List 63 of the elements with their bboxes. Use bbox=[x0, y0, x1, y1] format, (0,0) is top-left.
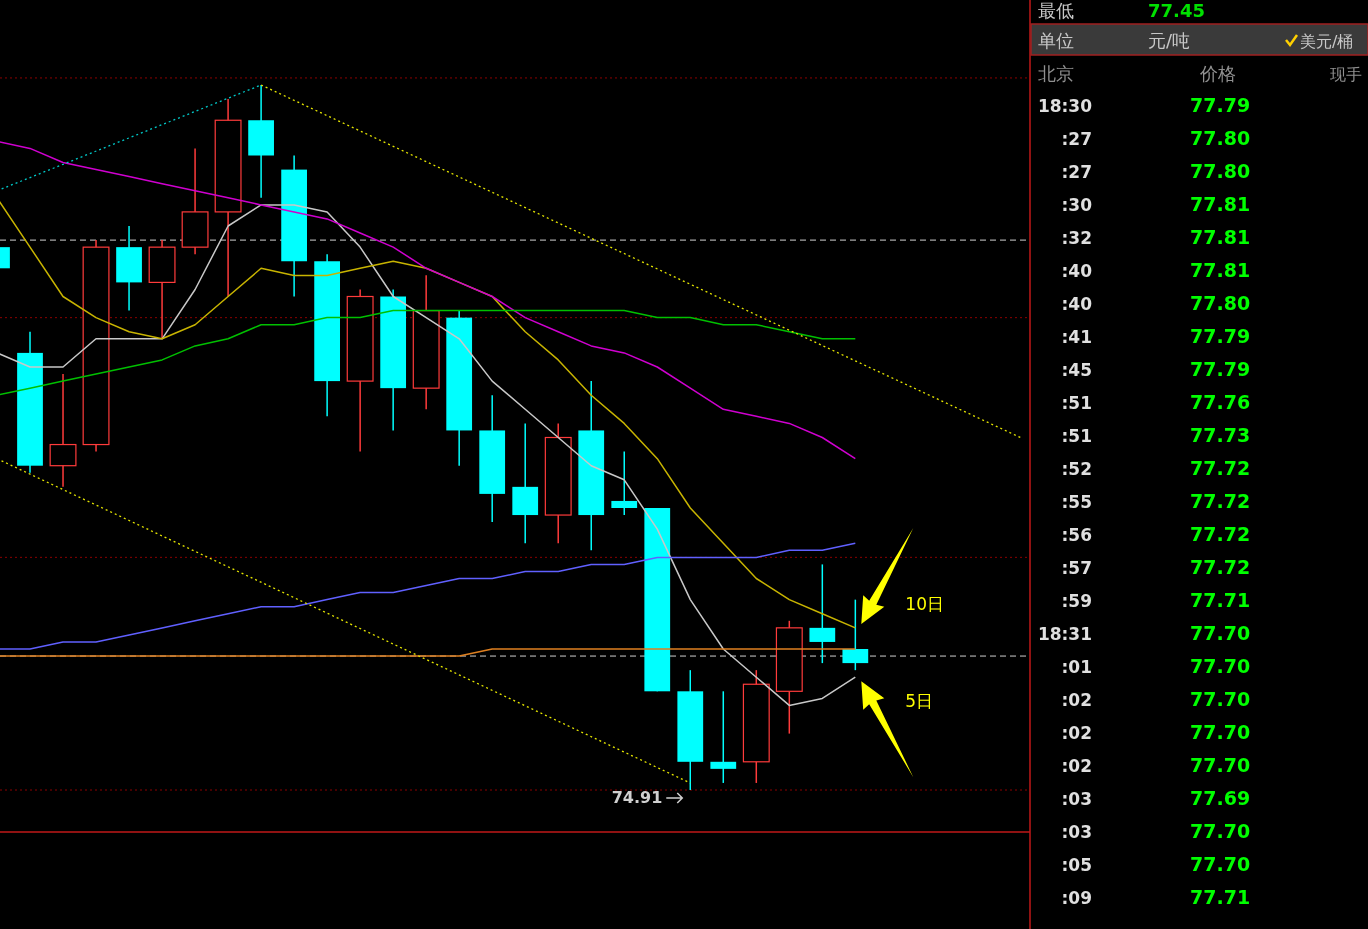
text: 77.71 bbox=[1190, 886, 1251, 908]
text: :01 bbox=[1061, 657, 1092, 677]
text: :40 bbox=[1061, 294, 1093, 314]
text: 77.76 bbox=[1190, 391, 1251, 413]
text: 77.72 bbox=[1190, 523, 1251, 545]
text: 77.73 bbox=[1190, 424, 1251, 446]
text: 77.70 bbox=[1190, 721, 1251, 743]
text: :30 bbox=[1061, 195, 1093, 215]
text: :05 bbox=[1061, 855, 1092, 875]
text: 77.70 bbox=[1190, 820, 1251, 842]
text: 10日 bbox=[905, 593, 944, 614]
candlestick bbox=[710, 690, 737, 784]
text: 77.70 bbox=[1190, 688, 1251, 710]
text: 77.80 bbox=[1190, 127, 1251, 149]
text: :45 bbox=[1061, 360, 1092, 380]
text: 77.70 bbox=[1190, 622, 1251, 644]
text: 最低 bbox=[1038, 0, 1074, 21]
text: :51 bbox=[1061, 393, 1092, 413]
text: 77.70 bbox=[1190, 754, 1251, 776]
text: 77.79 bbox=[1190, 358, 1251, 380]
text: :27 bbox=[1061, 129, 1092, 149]
text: 77.72 bbox=[1190, 556, 1251, 578]
text: 5日 bbox=[905, 691, 934, 712]
text: 77.70 bbox=[1190, 853, 1251, 875]
text: :40 bbox=[1061, 261, 1093, 281]
text: :02 bbox=[1061, 756, 1092, 776]
text: 77.79 bbox=[1190, 94, 1251, 116]
text: :02 bbox=[1061, 690, 1092, 710]
candlestick bbox=[611, 450, 638, 516]
text: 北京 bbox=[1038, 63, 1074, 84]
text: 元/吨 bbox=[1148, 30, 1191, 51]
text: 77.80 bbox=[1190, 292, 1251, 314]
text: 现手 bbox=[1330, 65, 1362, 84]
text: :59 bbox=[1061, 591, 1092, 611]
text: 77.80 bbox=[1190, 160, 1251, 182]
text: 77.79 bbox=[1190, 325, 1251, 347]
text: :41 bbox=[1061, 327, 1092, 347]
text: :09 bbox=[1061, 888, 1092, 908]
text: 18:31 bbox=[1037, 624, 1092, 644]
text: :03 bbox=[1061, 789, 1092, 809]
text: 价格 bbox=[1199, 63, 1236, 84]
text: :27 bbox=[1061, 162, 1092, 182]
text: 77.70 bbox=[1190, 655, 1251, 677]
text: :32 bbox=[1061, 228, 1092, 248]
text: 18:30 bbox=[1037, 96, 1093, 116]
text: :03 bbox=[1061, 822, 1092, 842]
text: :55 bbox=[1061, 492, 1092, 512]
text: 单位 bbox=[1038, 30, 1074, 51]
text: :52 bbox=[1061, 459, 1092, 479]
text: 77.81 bbox=[1190, 226, 1251, 248]
text: 77.72 bbox=[1190, 490, 1251, 512]
text: 77.81 bbox=[1190, 259, 1251, 281]
text: 77.81 bbox=[1190, 193, 1251, 215]
text: :57 bbox=[1061, 558, 1092, 578]
text: :51 bbox=[1061, 426, 1092, 446]
text: 77.72 bbox=[1190, 457, 1251, 479]
text: 77.71 bbox=[1190, 589, 1251, 611]
text: 77.45 bbox=[1148, 0, 1205, 21]
text: :56 bbox=[1061, 525, 1092, 545]
text: :02 bbox=[1061, 723, 1092, 743]
annotation: 74.91 bbox=[611, 788, 663, 807]
text: 77.69 bbox=[1190, 787, 1251, 809]
text: 美元/桶 bbox=[1300, 32, 1354, 51]
